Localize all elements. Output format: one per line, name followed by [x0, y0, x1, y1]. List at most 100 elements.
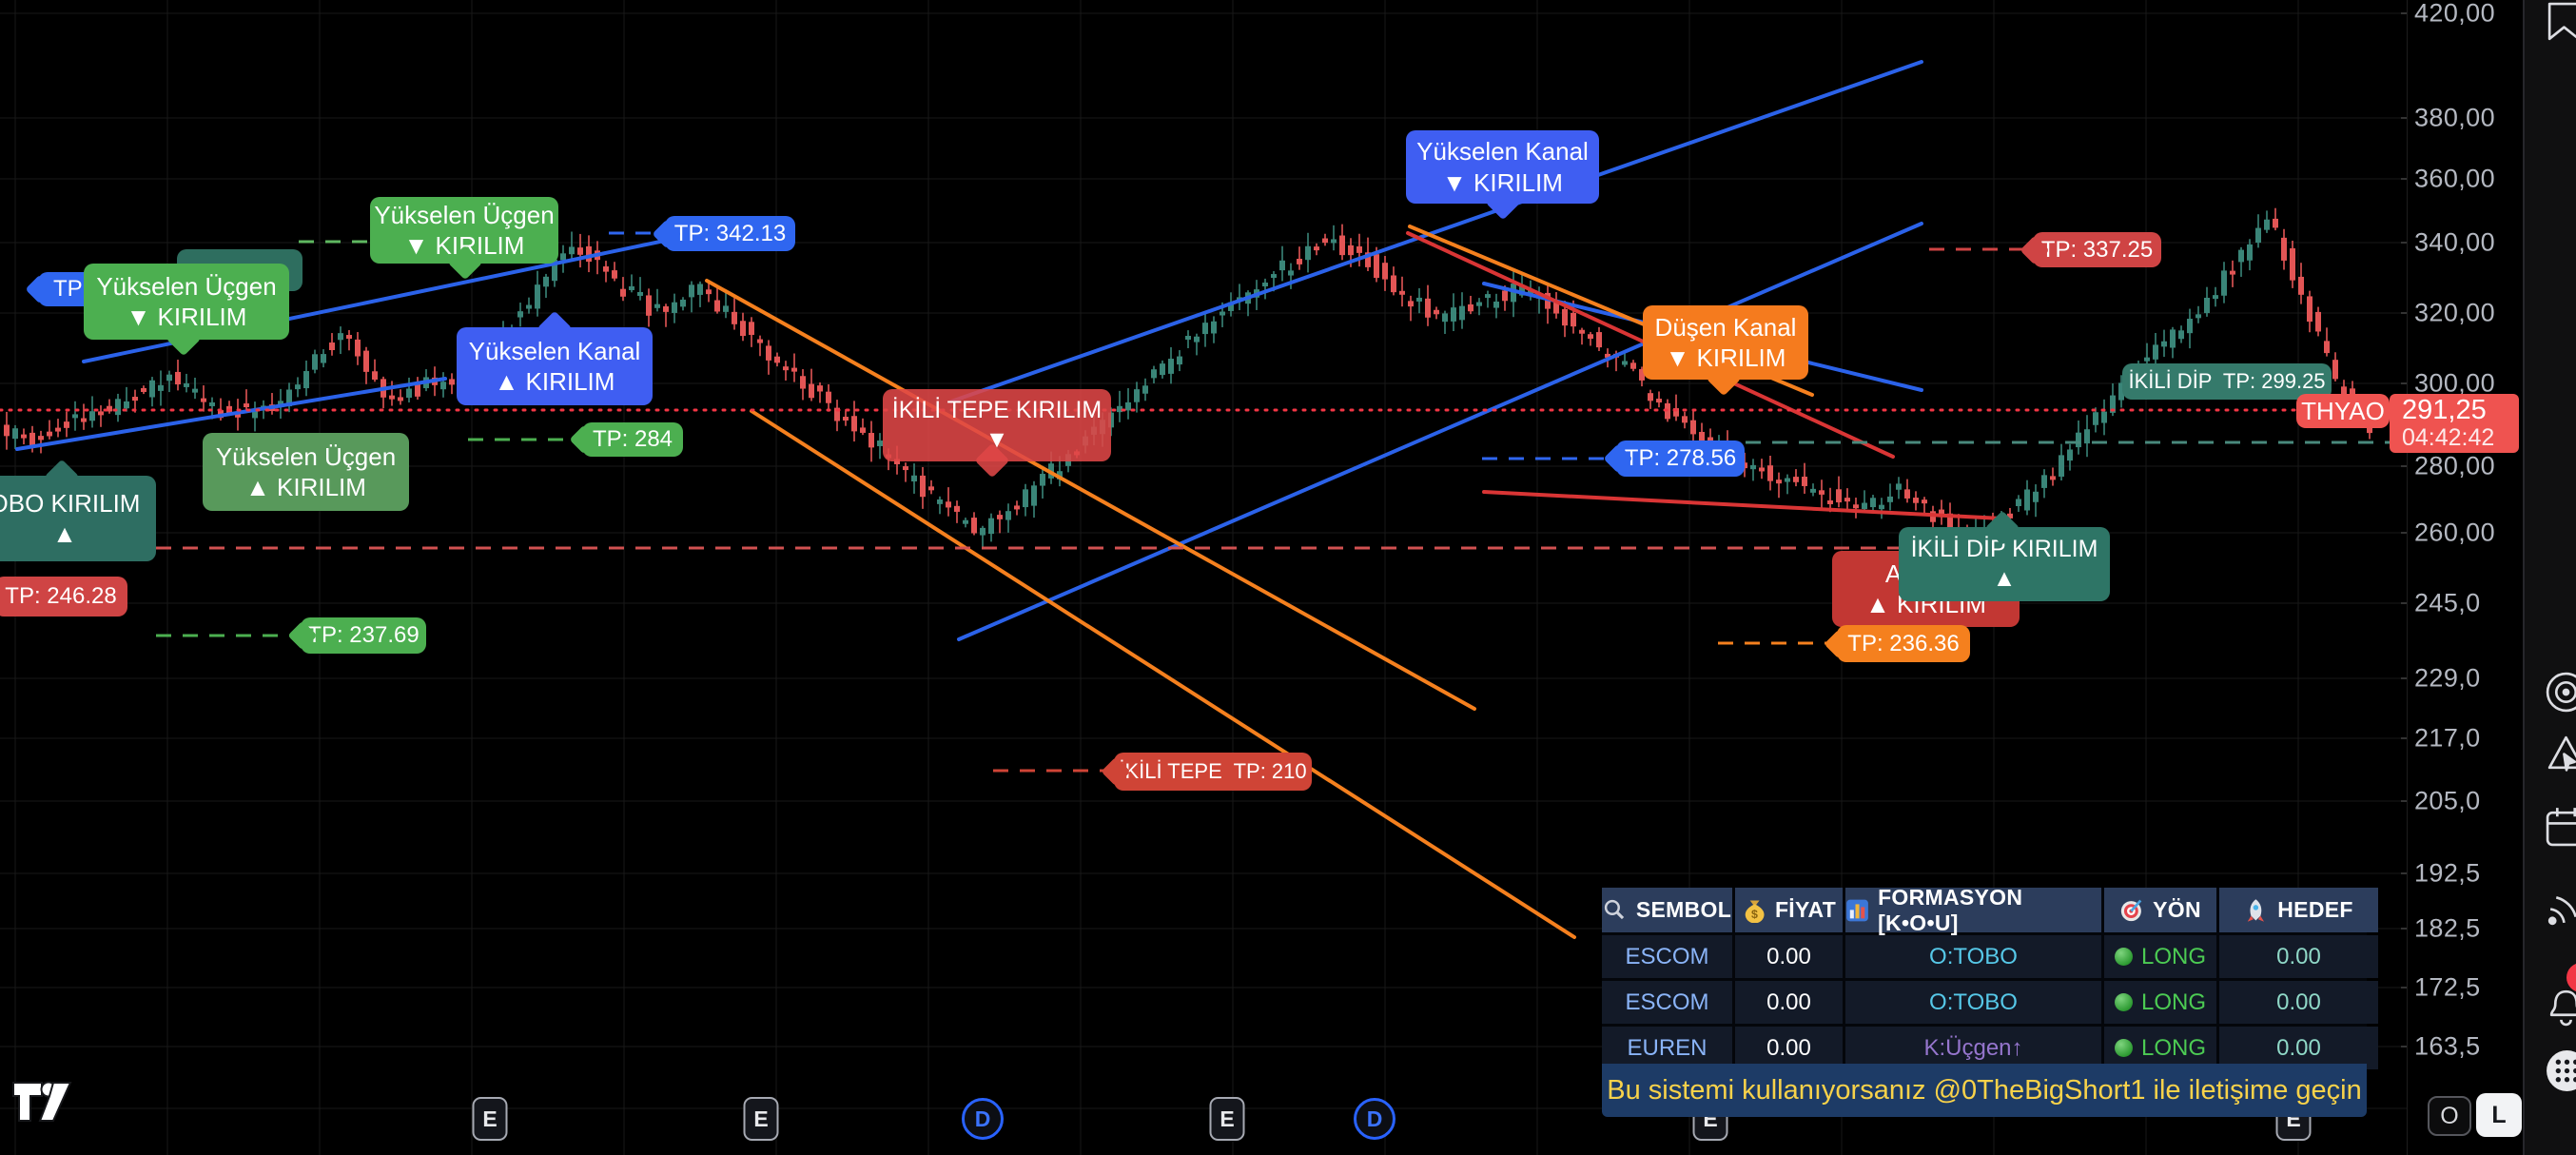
tp-337-25[interactable]: TP: 337.25 [2020, 232, 2161, 267]
rising-triangle-down-breakout-top-text: Yükselen Üçgen [374, 200, 555, 229]
falling-channel-down-breakout-text: ▼ KIRILIM [1665, 343, 1786, 372]
cell-symbol-row1: ESCOM [1602, 981, 1732, 1024]
price-scale-axis[interactable] [2407, 0, 2526, 1155]
svg-text:$: $ [1751, 908, 1758, 921]
rising-triangle-down-breakout-top[interactable]: Yükselen Üçgen ▼ KIRILIM [370, 197, 558, 281]
tp-236-36[interactable]: TP: 236.36 [1824, 625, 1970, 662]
price-tick-320,00: 320,00 [2414, 298, 2495, 327]
falling-channel-down-breakout-text: Düşen Kanal [1654, 312, 1797, 342]
calendar-icon[interactable] [2544, 805, 2576, 854]
rising-channel-up-breakout[interactable]: Yükselen Kanal ▲ KIRILIM [457, 310, 653, 405]
cell-symbol-row0: ESCOM [1602, 935, 1732, 978]
rising-triangle-down-breakout-top-text: ▼ KIRILIM [403, 231, 525, 260]
tp-278-56[interactable]: TP: 278.56 [1603, 440, 1745, 477]
rocket-icon [2247, 898, 2265, 922]
drawing-trend-lines[interactable] [15, 60, 2397, 939]
table-header-yön: YÖN [2104, 888, 2216, 932]
price-tick-245,0: 245,0 [2414, 588, 2481, 617]
tradingview-logo[interactable] [11, 1071, 72, 1133]
price-value: 0.00 [1766, 1034, 1811, 1061]
double-top-breakout-text: İKİLİ TEPE KIRILIM [891, 397, 1103, 423]
tp-246-28[interactable]: TP: 246.28 [0, 577, 127, 617]
cell-formation-row1: O:TOBO [1845, 981, 2101, 1024]
target-value: 0.00 [2276, 943, 2321, 969]
price-tick-380,00: 380,00 [2414, 103, 2495, 132]
tp-284[interactable]: TP: 284 [569, 422, 683, 457]
rising-triangle-down-breakout-left[interactable]: Yükselen Üçgen ▼ KIRILIM [84, 264, 289, 357]
cell-price-row0: 0.00 [1735, 935, 1843, 978]
cell-formation-row2: K:Üçgen↑ [1845, 1027, 2101, 1069]
symbol-value: ESCOM [1625, 989, 1709, 1015]
double-top-tp-210[interactable]: İKİLİ TEPE TP: 210 [1101, 753, 1312, 791]
price-tick-192,5: 192,5 [2414, 858, 2481, 888]
cell-direction-row2: LONG [2104, 1027, 2216, 1069]
direction-value: LONG [2140, 943, 2206, 969]
bar-chart-icon [1846, 899, 1868, 921]
rising-channel-down-breakout[interactable]: Yükselen Kanal ▼ KIRILIM [1406, 130, 1599, 221]
cell-symbol-row2: EUREN [1602, 1027, 1732, 1069]
rising-triangle-up-breakout[interactable]: Yükselen Üçgen ▲ KIRILIM [203, 433, 409, 511]
bell-icon[interactable] [2544, 982, 2576, 1031]
tp-278-56-text: TP: 278.56 [1624, 445, 1737, 472]
tp-label-partial-text: TP: [53, 276, 89, 303]
timeline-marker-d[interactable]: D [962, 1098, 1004, 1140]
header-label: YÖN [2153, 897, 2201, 922]
cell-direction-row1: LONG [2104, 981, 2216, 1024]
rising-channel-up-breakout-text: Yükselen Kanal [468, 336, 641, 365]
long-indicator-dot [2114, 948, 2133, 966]
tp-337-25-text: TP: 337.25 [2040, 236, 2154, 263]
bookmark-icon[interactable] [2544, 2, 2576, 51]
rising-channel-down-breakout-text: Yükselen Kanal [1416, 137, 1589, 166]
header-label: HEDEF [2277, 897, 2353, 922]
cell-price-row2: 0.00 [1735, 1027, 1843, 1069]
long-indicator-dot [2114, 1039, 2133, 1057]
tp-342-13-text: TP: 342.13 [673, 220, 787, 246]
price-tick-163,5: 163,5 [2414, 1031, 2481, 1061]
timeline-marker-e[interactable]: E [472, 1097, 508, 1141]
target-icon [2120, 899, 2142, 921]
symbol-value: EUREN [1627, 1034, 1708, 1061]
table-header-fi̇yat: $ FİYAT [1735, 888, 1843, 932]
falling-channel-down-breakout[interactable]: Düşen Kanal ▼ KIRILIM [1643, 305, 1808, 397]
price-tick-229,0: 229,0 [2414, 663, 2481, 693]
tp-236-36-text: TP: 236.36 [1847, 630, 1960, 656]
double-bottom-breakout[interactable]: İKİLİ DİP KIRILIM ▲ [1899, 510, 2110, 601]
tp-237-69[interactable]: TP: 237.69 [287, 617, 426, 654]
rising-triangle-up-breakout-text: ▲ KIRILIM [245, 473, 366, 501]
double-bottom-tp-299-25[interactable]: İKİLİ DİP TP: 299.25 [2122, 363, 2332, 400]
apps-grid-icon[interactable] [2544, 1048, 2576, 1098]
obo-breakout[interactable]: OBO KIRILIM ▲ [0, 459, 156, 561]
table-header-sembol: SEMBOL [1602, 888, 1732, 932]
search-icon [1604, 899, 1625, 919]
direction-value: LONG [2140, 989, 2206, 1015]
timeline-marker-e[interactable]: E [1209, 1097, 1245, 1141]
log-scale-button[interactable]: L [2476, 1093, 2522, 1137]
bullseye-icon[interactable] [2544, 670, 2576, 719]
timeline-marker-d[interactable]: D [1354, 1098, 1395, 1140]
cell-target-row2: 0.00 [2219, 1027, 2378, 1069]
direction-value: LONG [2140, 1034, 2206, 1061]
ohlc-toggle-button[interactable]: O [2428, 1096, 2471, 1136]
double-bottom-breakout-text: ▲ [1992, 565, 2017, 592]
signals-watchlist-table: SEMBOL $ FİYAT FORMASYON [K•O•U] YÖN HEDEF ESC… [1602, 884, 2378, 1069]
timeline-marker-e[interactable]: E [743, 1097, 779, 1141]
price-tick-172,5: 172,5 [2414, 972, 2481, 1002]
header-label: FORMASYON [K•O•U] [1878, 884, 2023, 935]
header-label: FİYAT [1774, 897, 1837, 922]
double-top-breakout[interactable]: İKİLİ TEPE KIRILIM ▼ [883, 389, 1111, 479]
price-tick-205,0: 205,0 [2414, 786, 2481, 815]
cursor-triangle-icon[interactable] [2544, 731, 2576, 780]
tp-342-13[interactable]: TP: 342.13 [652, 216, 795, 251]
price-tick-182,5: 182,5 [2414, 913, 2481, 943]
tp-246-28-text: TP: 246.28 [5, 583, 117, 610]
formation-value: O:TOBO [1929, 989, 2018, 1015]
tp-237-69-text: TP: 237.69 [307, 622, 420, 649]
double-bottom-breakout-text: İKİLİ DİP KIRILIM [1910, 536, 2098, 562]
rising-channel-down-breakout-text: ▼ KIRILIM [1442, 167, 1563, 197]
price-tick-217,0: 217,0 [2414, 723, 2481, 753]
obo-breakout-text: OBO KIRILIM [0, 488, 141, 518]
symbol-price-label: THYAO [2296, 394, 2390, 428]
signal-icon[interactable] [2544, 885, 2576, 934]
obo-breakout-text: ▲ [52, 519, 77, 548]
